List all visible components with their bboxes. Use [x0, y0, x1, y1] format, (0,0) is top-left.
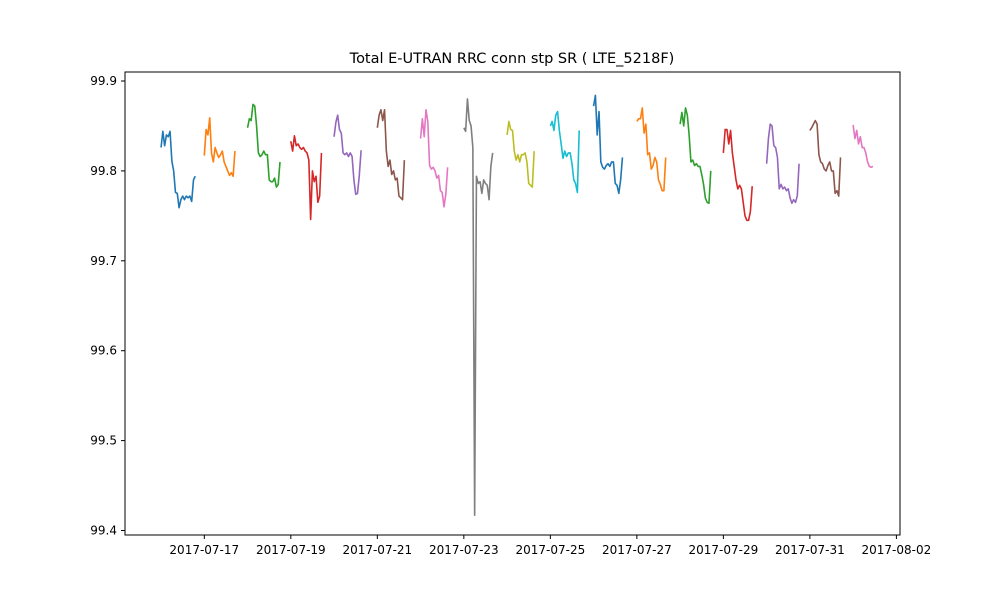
series-line-2017-07-31 [809, 119, 842, 197]
series-line-2017-07-24 [506, 120, 535, 188]
y-tick-label: 99.8 [90, 164, 117, 178]
series-line-2017-08-01 [852, 124, 874, 169]
series-line-2017-07-27 [636, 107, 667, 192]
x-tick-label: 2017-07-29 [688, 543, 758, 557]
chart-title: Total E-UTRAN RRC conn stp SR ( LTE_5218… [349, 51, 675, 67]
series-line-2017-07-18 [246, 103, 281, 188]
y-tick-label: 99.7 [90, 254, 117, 268]
x-axis: 2017-07-17 2017-07-19 2017-07-21 2017-07-23… [169, 535, 931, 557]
y-tick-label: 99.5 [90, 434, 117, 448]
x-tick-label: 2017-07-17 [169, 543, 239, 557]
x-tick-label: 2017-07-19 [256, 543, 326, 557]
series-line-2017-07-30 [765, 123, 800, 205]
x-tick-label: 2017-07-23 [429, 543, 499, 557]
x-tick-label: 2017-08-02 [862, 543, 932, 557]
x-tick-label: 2017-07-21 [342, 543, 412, 557]
y-tick-label: 99.6 [90, 344, 117, 358]
x-tick-label: 2017-07-27 [602, 543, 672, 557]
series-line-2017-07-22 [419, 108, 449, 208]
x-tick-label: 2017-07-31 [775, 543, 845, 557]
series-line-2017-07-29 [722, 128, 754, 222]
series-line-2017-07-17 [203, 117, 236, 178]
plot-frame [124, 71, 901, 536]
y-tick-label: 99.4 [90, 524, 117, 538]
series-line-2017-07-21 [376, 108, 406, 201]
y-axis: 99.4 99.5 99.6 99.7 99.8 99.9 [90, 74, 125, 538]
y-tick-label: 99.9 [90, 74, 117, 88]
series-line-2017-07-26 [592, 94, 624, 195]
series-line-2017-07-25 [549, 110, 580, 194]
series-line-2017-07-28 [679, 107, 712, 205]
series-line-2017-07-19 [290, 135, 323, 221]
series-line-2017-07-23 [463, 98, 494, 517]
series-line-2017-07-16 [160, 130, 197, 209]
x-tick-label: 2017-07-25 [515, 543, 585, 557]
series-layer [160, 94, 874, 517]
series-line-2017-07-20 [333, 114, 362, 196]
